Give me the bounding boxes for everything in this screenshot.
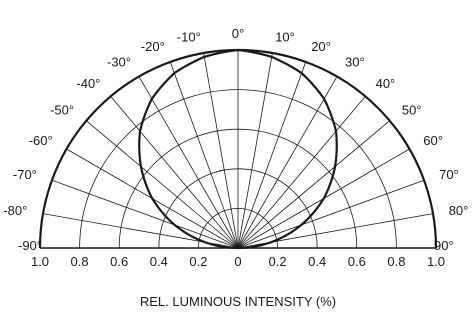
radial-line <box>237 52 273 249</box>
angle-label: 50° <box>402 102 422 117</box>
radial-line <box>237 120 390 249</box>
angle-label: 60° <box>423 133 443 148</box>
angle-label: -30° <box>107 55 131 70</box>
intensity-curve <box>138 48 338 250</box>
angle-label: -40° <box>76 76 100 91</box>
radial-line <box>110 96 239 249</box>
radial-tick-label: 0.4 <box>308 254 326 269</box>
radial-line <box>237 179 425 249</box>
angle-label: 10° <box>275 29 295 44</box>
angle-label: -80° <box>3 203 27 218</box>
radial-line <box>237 96 366 249</box>
radial-tick-label: 0.8 <box>387 254 405 269</box>
data-layer <box>138 48 338 250</box>
radial-line <box>86 120 239 249</box>
angle-label: 0° <box>232 26 244 41</box>
angle-label: 20° <box>311 39 331 54</box>
angle-label: -10° <box>177 29 201 44</box>
angle-label: 90° <box>434 238 454 253</box>
radial-tick-label: 0.6 <box>348 254 366 269</box>
radial-tick-label: 0.4 <box>150 254 168 269</box>
angle-label: 40° <box>376 76 396 91</box>
angle-label: 80° <box>449 203 469 218</box>
radial-tick-label: 0.8 <box>71 254 89 269</box>
angle-label: -50° <box>50 102 74 117</box>
x-axis-label: REL. LUMINOUS INTENSITY (%) <box>140 294 336 309</box>
angle-label: -90° <box>18 238 42 253</box>
angle-label: 70° <box>439 167 459 182</box>
radial-tick-label: 1.0 <box>427 254 445 269</box>
radial-line <box>203 52 239 249</box>
radial-tick-label: 1.0 <box>31 254 49 269</box>
radial-line <box>237 76 338 249</box>
angle-label: -70° <box>13 167 37 182</box>
radial-tick-label: 0.2 <box>269 254 287 269</box>
angle-label: -20° <box>141 39 165 54</box>
radial-line <box>237 61 307 249</box>
angle-label: 30° <box>345 55 365 70</box>
angle-label: -60° <box>29 133 53 148</box>
radial-line <box>138 76 239 249</box>
radial-line <box>51 179 239 249</box>
radial-tick-label: 0.6 <box>110 254 128 269</box>
label-layer: -90° -80° -70° -60° -50°-40° -30° -20° -10° 0° 10… <box>3 26 468 269</box>
radial-tick-label: 0.2 <box>189 254 207 269</box>
radial-line <box>169 61 239 249</box>
radial-tick-label: 0 <box>234 254 241 269</box>
